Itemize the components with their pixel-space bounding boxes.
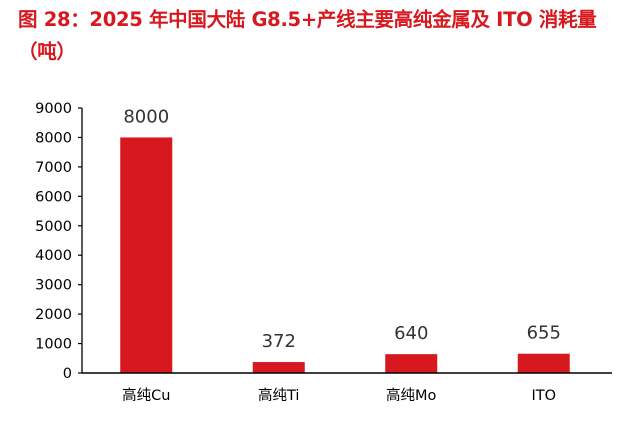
x-category-label: ITO <box>531 388 556 404</box>
data-label: 640 <box>394 323 428 344</box>
y-tick-label: 6000 <box>35 189 72 205</box>
y-tick-label: 4000 <box>35 248 72 264</box>
y-tick-label: 3000 <box>35 278 72 294</box>
data-label: 655 <box>527 323 561 344</box>
y-tick-label: 8000 <box>35 130 72 146</box>
bar-1 <box>252 362 305 373</box>
y-tick-label: 0 <box>63 366 72 382</box>
bar-3 <box>517 353 570 373</box>
x-category-label: 高纯Ti <box>258 387 299 404</box>
bar-2 <box>385 354 438 373</box>
x-category-label: 高纯Cu <box>122 387 170 404</box>
y-tick-label: 7000 <box>35 160 72 176</box>
chart-title: 图 28：2025 年中国大陆 G8.5+产线主要高纯金属及 ITO 消耗量（吨… <box>18 8 597 63</box>
y-tick-label: 9000 <box>35 101 72 117</box>
y-tick-label: 1000 <box>35 337 72 353</box>
data-label: 8000 <box>123 106 169 127</box>
y-tick-label: 2000 <box>35 307 72 323</box>
data-label: 372 <box>262 331 296 352</box>
bar-0 <box>120 137 173 373</box>
y-tick-label: 5000 <box>35 219 72 235</box>
x-category-label: 高纯Mo <box>386 387 437 404</box>
